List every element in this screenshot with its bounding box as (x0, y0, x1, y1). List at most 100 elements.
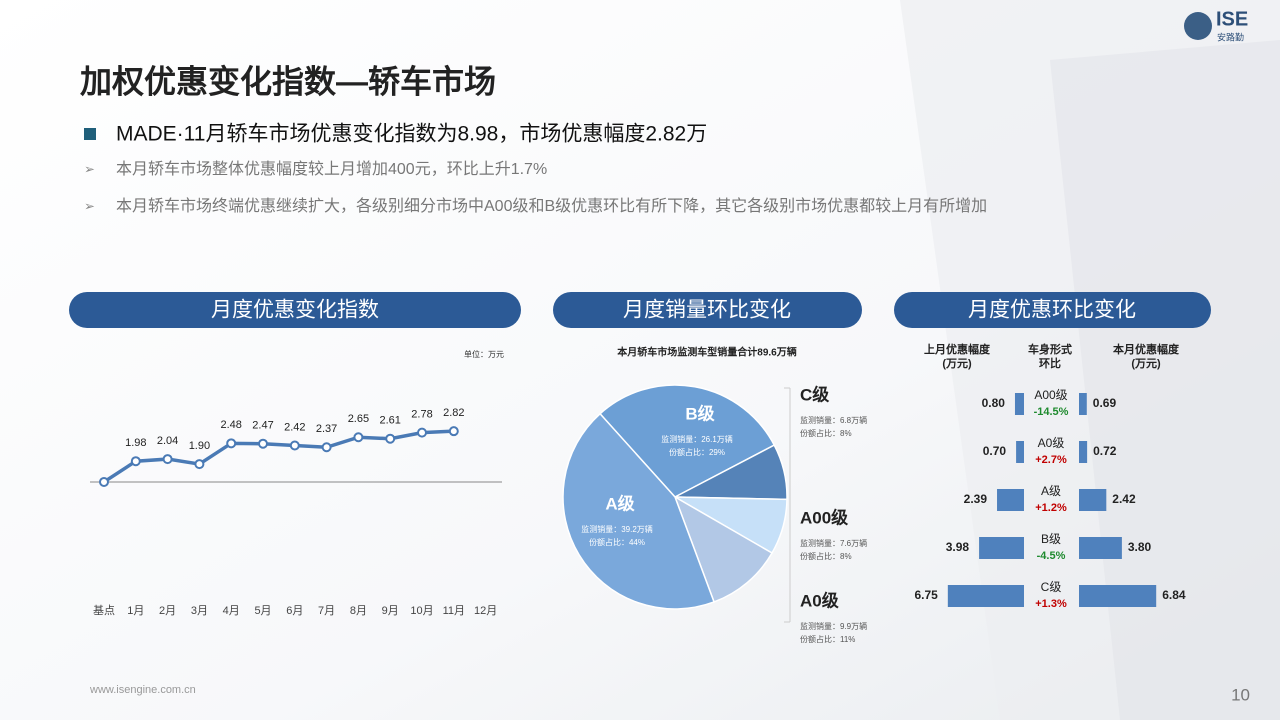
slice-share: 份额占比：11% (800, 634, 855, 644)
category-label: A00级 (1034, 388, 1067, 402)
x-tick-label: 11月 (443, 605, 465, 617)
change-label: +1.2% (1035, 502, 1067, 514)
data-label: 2.47 (252, 420, 273, 432)
x-tick-label: 1月 (127, 605, 144, 617)
column-header: 本月优惠幅度 (1113, 342, 1180, 356)
pie-slice (598, 384, 776, 498)
data-label: 2.61 (379, 415, 400, 427)
slice-sales: 监测销量：7.6万辆 (800, 538, 867, 548)
data-label: 2.42 (1112, 492, 1136, 506)
change-label: +2.7% (1035, 454, 1067, 466)
x-tick-label: 基点 (93, 604, 115, 617)
panel-title: 月度优惠变化指数 (211, 299, 379, 322)
point (194, 459, 205, 470)
column-header: 车身形式 (1028, 342, 1072, 356)
change-label: -4.5% (1037, 550, 1066, 562)
bullet-arrow: ➢ (84, 161, 95, 176)
data-label: 1.98 (125, 437, 146, 449)
logo-subtext: 安路勤 (1217, 31, 1244, 42)
x-tick-label: 10月 (410, 605, 433, 617)
point (417, 427, 427, 438)
data-label: 2.78 (411, 409, 432, 421)
x-tick-label: 12月 (474, 605, 497, 617)
bar-this-month (1079, 441, 1088, 463)
slice-share: 份额占比：44% (589, 537, 645, 547)
slice-label: A级 (605, 493, 634, 513)
point (130, 456, 141, 467)
data-label: 0.70 (983, 444, 1007, 458)
x-tick-label: 8月 (350, 605, 367, 617)
column-header: 环比 (1039, 356, 1061, 370)
data-label: 2.42 (284, 421, 305, 433)
data-label: 2.39 (964, 492, 988, 506)
point (353, 432, 364, 443)
point (99, 476, 109, 487)
change-label: +1.3% (1035, 598, 1067, 610)
data-label: 2.37 (316, 423, 337, 435)
slice-sales: 监测销量：26.1万辆 (661, 434, 733, 444)
point (289, 440, 300, 451)
bar-last-month (979, 537, 1024, 559)
data-label: 2.82 (443, 407, 464, 419)
category-label: A级 (1041, 484, 1061, 498)
slice-share: 份额占比：29% (669, 447, 725, 457)
x-tick-label: 9月 (382, 605, 399, 617)
bullet-square (84, 128, 96, 140)
footer-url: www.isengine.com.cn (89, 684, 196, 696)
slice-share: 份额占比：8% (800, 428, 852, 438)
panel-header (894, 292, 1211, 328)
category-label: C级 (1041, 580, 1062, 594)
x-tick-label: 3月 (191, 605, 208, 617)
data-label: 2.48 (220, 419, 241, 431)
point (162, 454, 173, 465)
slide-title: 加权优惠变化指数—轿车市场 (80, 63, 496, 99)
category-label: B级 (1041, 532, 1061, 546)
headline: MADE·11月轿车市场优惠变化指数为8.98，市场优惠幅度2.82万 (116, 123, 707, 146)
bar-this-month (1079, 585, 1157, 607)
bar-last-month (997, 489, 1024, 511)
pie-slice (673, 495, 774, 603)
data-label: 3.80 (1128, 540, 1152, 554)
data-label: 6.75 (914, 588, 938, 602)
change-label: -14.5% (1034, 406, 1069, 418)
x-tick-label: 5月 (254, 605, 271, 617)
slice-share: 份额占比：8% (800, 551, 852, 561)
data-label: 2.04 (157, 435, 178, 447)
slice-label: A0级 (800, 590, 839, 610)
point (226, 438, 237, 449)
logo-mark (1184, 12, 1212, 40)
line-series (103, 429, 454, 484)
data-label: 0.80 (982, 396, 1006, 410)
data-label: 0.69 (1093, 396, 1117, 410)
data-label: 6.84 (1162, 588, 1186, 602)
column-header: (万元) (942, 357, 972, 370)
x-tick-label: 2月 (159, 605, 176, 617)
bar-last-month (1016, 441, 1024, 463)
point (321, 442, 332, 453)
data-label: 2.65 (348, 413, 369, 425)
bar-this-month (1079, 537, 1122, 559)
bar-this-month (1079, 489, 1107, 511)
panel-title: 月度销量环比变化 (623, 299, 791, 322)
point (448, 426, 459, 437)
panel-header (69, 292, 521, 328)
logo-text: ISE (1216, 8, 1248, 30)
pie-slice (562, 412, 716, 610)
point (258, 438, 268, 449)
x-tick-label: 6月 (286, 605, 303, 617)
slice-sales: 监测销量：39.2万辆 (581, 524, 653, 534)
page-number: 10 (1231, 685, 1250, 704)
bullet: 本月轿车市场终端优惠继续扩大，各级别细分市场中A00级和B级优惠环比有所下降，其… (116, 197, 987, 215)
slice-label: A00级 (800, 507, 848, 527)
panel-header (553, 292, 862, 328)
slice-sales: 监测销量：6.8万辆 (800, 415, 867, 425)
bar-this-month (1079, 393, 1087, 415)
data-label: 0.72 (1093, 444, 1117, 458)
slice-label: C级 (800, 384, 829, 404)
data-label: 3.98 (946, 540, 970, 554)
pie-subtitle: 本月轿车市场监测车型销量合计89.6万辆 (617, 346, 796, 359)
column-header: (万元) (1131, 357, 1161, 370)
x-tick-label: 7月 (318, 605, 335, 617)
